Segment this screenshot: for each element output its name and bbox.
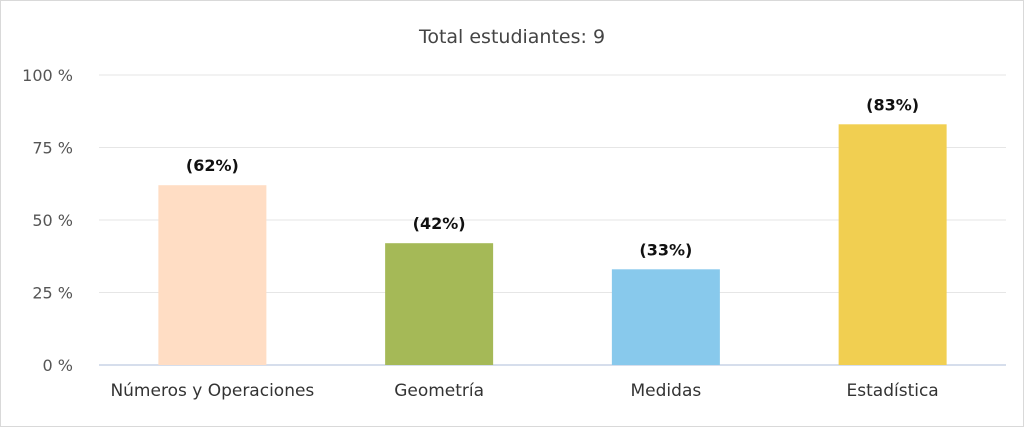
x-tick-label: Números y Operaciones [110, 381, 314, 401]
x-tick-label: Medidas [631, 381, 702, 401]
y-tick-label: 75 % [32, 139, 73, 158]
data-label: (42%) [413, 214, 466, 233]
data-label: (62%) [186, 156, 239, 175]
y-tick-label: 25 % [32, 284, 73, 303]
bar[interactable] [385, 243, 494, 365]
bar[interactable] [838, 124, 947, 365]
data-label: (33%) [639, 240, 692, 259]
y-tick-label: 100 % [22, 66, 73, 85]
bars [158, 124, 947, 365]
bar[interactable] [158, 185, 267, 365]
x-tick-label: Geometría [394, 381, 484, 401]
x-tick-label: Estadística [847, 381, 939, 401]
y-tick-label: 50 % [32, 211, 73, 230]
x-axis-ticks: Números y Operaciones Geometría Medidas Est… [110, 381, 938, 401]
y-tick-label: 0 % [43, 356, 73, 375]
bar[interactable] [611, 269, 720, 365]
data-label: (83%) [866, 95, 919, 114]
chart-title: Total estudiantes: 9 [418, 26, 605, 48]
y-axis-ticks: 0 % 25 % 50 % 75 % 100 % [22, 66, 73, 375]
data-labels: (62%) (42%) (33%) (83%) [186, 95, 919, 259]
